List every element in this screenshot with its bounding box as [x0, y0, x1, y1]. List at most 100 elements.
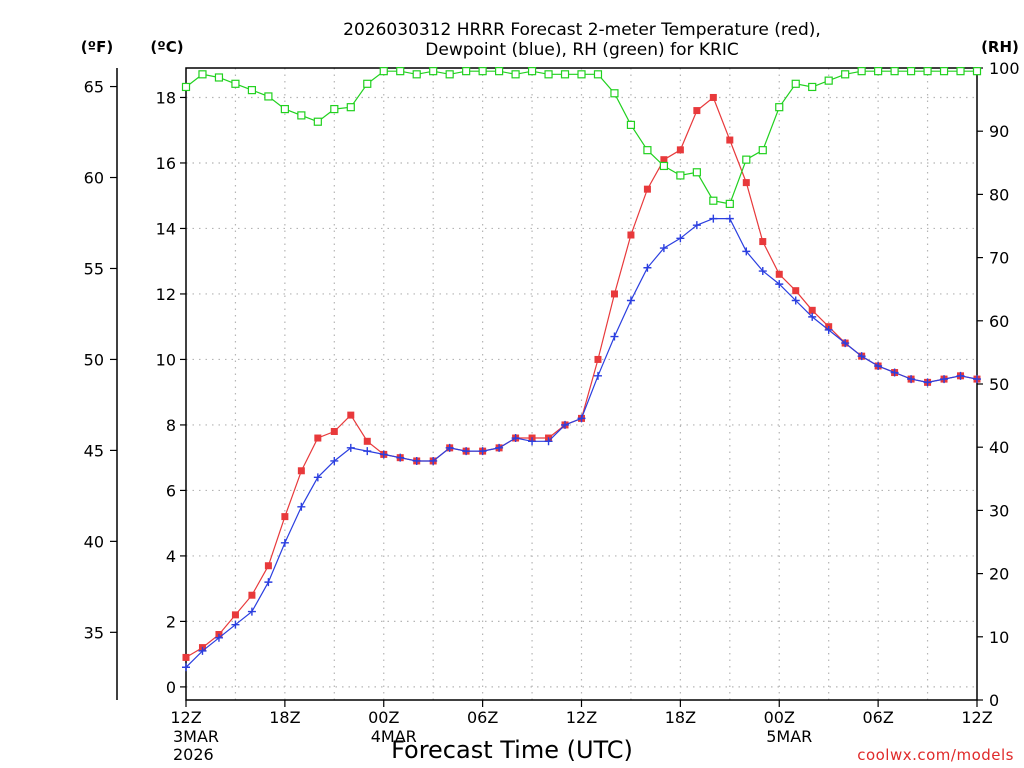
x-tick-label-1: 18Z: [269, 708, 300, 727]
rh-point-4: [247, 86, 257, 95]
dewpoint-point-22: [544, 437, 553, 446]
rh-tick-label-6: 60: [989, 312, 1009, 331]
celsius-tick-label-5: 10: [156, 350, 176, 369]
rh-point-16: [445, 70, 454, 79]
rh-point-17: [462, 67, 471, 76]
x-tick-date-2: 4MAR: [371, 727, 417, 746]
celsius-tick-label-1: 2: [166, 612, 176, 631]
celsius-tick-label-3: 6: [166, 481, 176, 500]
rh-point-44: [906, 67, 916, 76]
rh-point-2: [214, 73, 224, 82]
rh-point-43: [890, 67, 899, 76]
dewpoint-point-46: [940, 375, 949, 384]
rh-point-33: [725, 199, 734, 208]
dewpoint-point-16: [445, 443, 454, 452]
temperature-point-31: [693, 107, 701, 115]
temperature-point-10: [347, 411, 355, 419]
dewpoint-point-7: [297, 502, 306, 511]
x-tick-label-8: 12Z: [961, 708, 992, 727]
dewpoint-point-27: [626, 296, 635, 305]
chart-title-line2: Dewpoint (blue), RH (green) for KRIC: [425, 40, 738, 60]
rh-point-37: [791, 79, 800, 88]
dewpoint-point-26: [610, 332, 619, 341]
x-tick-year-0: 2026: [173, 745, 214, 764]
rh-point-30: [676, 171, 685, 180]
x-tick-label-6: 00Z: [764, 708, 795, 727]
rh-tick-label-8: 80: [989, 185, 1009, 204]
rh-point-29: [659, 161, 668, 171]
temperature-point-35: [759, 238, 767, 246]
rh-point-26: [610, 89, 619, 98]
rh-point-9: [330, 104, 339, 114]
rh-point-1: [198, 70, 207, 79]
chart-series: [181, 67, 982, 672]
fahrenheit-tick-label-4: 55: [84, 259, 104, 278]
temperature-point-9: [330, 427, 338, 435]
temperature-point-4: [248, 591, 256, 599]
dewpoint-point-30: [676, 234, 685, 243]
fahrenheit-tick-label-5: 60: [84, 169, 104, 188]
rh-point-34: [742, 155, 751, 164]
chart-title-line1: 2026030312 HRRR Forecast 2-meter Tempera…: [343, 20, 821, 40]
rh-point-5: [264, 92, 273, 101]
dewpoint-line: [185, 218, 978, 668]
rh-point-11: [363, 79, 372, 88]
rh-point-31: [692, 168, 701, 177]
plot-frame: [185, 67, 978, 701]
temperature-point-34: [742, 179, 750, 187]
dewpoint-point-35: [758, 267, 767, 276]
dewpoint-point-0: [182, 663, 190, 672]
temperature-point-37: [792, 287, 800, 295]
rh-point-41: [857, 67, 866, 76]
fahrenheit-tick-label-6: 65: [84, 78, 104, 97]
dewpoint-point-19: [495, 443, 504, 452]
rh-tick-label-3: 30: [989, 501, 1009, 520]
dewpoint-point-47: [956, 371, 965, 380]
dewpoint-point-37: [791, 296, 800, 305]
rh-tick-label-2: 20: [989, 565, 1009, 584]
temperature-point-29: [660, 156, 668, 164]
x-tick-label-0: 12Z: [170, 708, 201, 727]
rh-point-14: [412, 70, 421, 79]
x-tick-date-6: 5MAR: [766, 727, 812, 746]
rh-point-19: [495, 67, 504, 76]
chart-gridlines: [186, 68, 977, 700]
rh-unit-label: (RH): [981, 38, 1019, 56]
rh-point-48: [972, 67, 982, 76]
dewpoint-point-32: [709, 214, 718, 223]
dewpoint-point-8: [313, 473, 322, 482]
rh-point-46: [939, 67, 949, 76]
temperature-point-6: [281, 513, 289, 521]
rh-point-45: [923, 67, 932, 76]
rh-point-12: [379, 67, 388, 76]
dewpoint-point-10: [346, 443, 355, 452]
dewpoint-point-40: [841, 339, 850, 348]
rh-point-35: [758, 146, 767, 155]
x-tick-label-5: 18Z: [665, 708, 696, 727]
celsius-tick-label-7: 14: [156, 219, 176, 238]
rh-point-8: [313, 117, 322, 126]
celsius-tick-label-9: 18: [156, 88, 176, 107]
celsius-tick-label-0: 0: [166, 678, 176, 697]
temperature-point-8: [314, 434, 322, 442]
rh-point-32: [709, 196, 718, 205]
rh-point-21: [527, 67, 537, 76]
dewpoint-point-28: [643, 263, 652, 272]
fahrenheit-tick-label-1: 40: [84, 532, 104, 551]
rh-line: [185, 70, 977, 205]
temperature-point-5: [264, 562, 272, 570]
x-tick-date-0: 3MAR: [173, 727, 219, 746]
rh-tick-label-7: 70: [989, 249, 1009, 268]
rh-point-20: [511, 70, 520, 79]
celsius-unit-label: (ºC): [150, 38, 183, 56]
dewpoint-point-25: [593, 371, 602, 380]
rh-point-23: [560, 70, 570, 79]
rh-point-24: [577, 70, 586, 79]
rh-tick-label-9: 90: [989, 122, 1009, 141]
dewpoint-point-1: [198, 646, 207, 655]
rh-tick-label-4: 40: [989, 438, 1009, 457]
temperature-point-36: [775, 270, 783, 278]
celsius-tick-label-8: 16: [156, 154, 176, 173]
x-tick-label-3: 06Z: [467, 708, 498, 727]
dewpoint-point-9: [330, 456, 339, 465]
